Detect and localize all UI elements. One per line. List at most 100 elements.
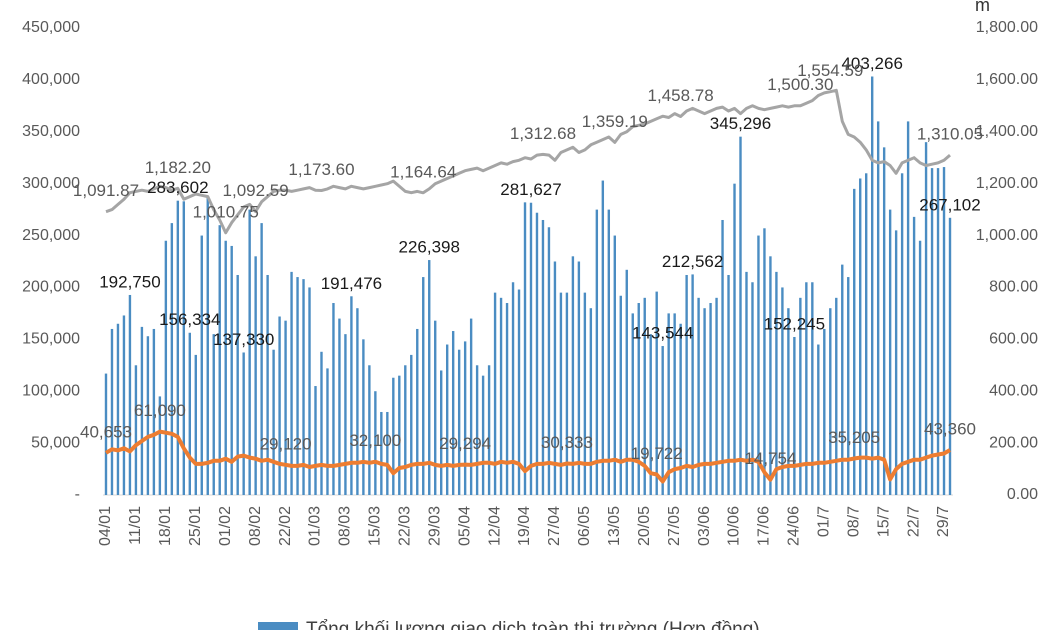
y2-axis-title: m — [975, 0, 990, 15]
bar — [326, 368, 329, 495]
data-label: 29,294 — [439, 434, 491, 453]
bar — [463, 341, 467, 495]
bar — [547, 227, 551, 495]
bar — [763, 228, 766, 495]
bar — [176, 200, 180, 495]
bar — [829, 308, 832, 495]
bar — [847, 277, 850, 495]
bar — [625, 269, 628, 495]
bar — [422, 277, 425, 495]
bar — [721, 219, 724, 495]
x-tick-label: 01/03 — [307, 506, 324, 546]
bar — [529, 202, 533, 495]
data-label: 1,500.30 — [767, 75, 833, 94]
bar — [284, 320, 287, 495]
bar — [404, 365, 407, 495]
bar — [451, 331, 455, 495]
x-tick-label: 08/7 — [845, 506, 862, 537]
bar — [170, 223, 174, 495]
bar — [469, 318, 473, 495]
bar — [386, 411, 389, 495]
x-tick-label: 15/7 — [875, 506, 892, 537]
bar — [230, 245, 233, 495]
bar — [505, 303, 509, 495]
data-label: 137,330 — [213, 330, 274, 349]
x-tick-label: 29/03 — [426, 506, 443, 546]
bar — [703, 308, 706, 495]
bar — [805, 282, 808, 495]
bar — [475, 365, 479, 495]
data-label: 1,554.59 — [797, 61, 863, 80]
x-tick-label: 25/01 — [187, 506, 204, 546]
bar — [631, 313, 634, 495]
bar — [278, 316, 281, 495]
y-tick-label: 250,000 — [22, 227, 80, 244]
bar — [769, 256, 772, 495]
bar — [751, 282, 754, 495]
bar — [865, 173, 868, 496]
bar — [679, 323, 682, 495]
bar — [344, 334, 347, 495]
bar — [559, 292, 563, 495]
data-label: 19,722 — [631, 444, 683, 463]
bar — [799, 297, 802, 495]
x-tick-label: 19/04 — [516, 506, 533, 546]
data-label: 35,205 — [828, 428, 880, 447]
bar — [523, 202, 527, 495]
bar — [565, 292, 569, 495]
bar — [146, 336, 150, 495]
bar — [188, 332, 191, 495]
data-label: 1,312.68 — [510, 124, 576, 143]
bar — [314, 386, 317, 495]
bar — [841, 264, 844, 495]
x-tick-label: 29/7 — [935, 506, 952, 537]
data-label: 281,627 — [500, 180, 561, 199]
bar — [817, 344, 820, 495]
bar — [152, 328, 156, 495]
x-tick-label: 11/01 — [127, 506, 144, 545]
bar — [499, 297, 503, 495]
data-label: 403,266 — [841, 54, 902, 73]
data-label: 191,476 — [321, 274, 382, 293]
bar — [577, 261, 581, 495]
bar — [308, 287, 311, 495]
y2-tick-label: 1,000.00 — [976, 227, 1038, 244]
y-tick-label: 200,000 — [22, 279, 80, 296]
y2-tick-label: 800.00 — [989, 279, 1038, 296]
bar — [835, 297, 838, 495]
bar — [709, 303, 712, 495]
bar — [876, 121, 880, 496]
data-label: 1,091.87 — [73, 181, 139, 200]
bar — [481, 375, 485, 495]
bar — [811, 282, 814, 495]
y-tick-label: 400,000 — [22, 71, 80, 88]
bar — [110, 328, 114, 495]
x-tick-label: 08/02 — [247, 506, 264, 546]
y-tick-label: 50,000 — [31, 434, 80, 451]
bar — [236, 274, 239, 495]
bar — [853, 188, 856, 495]
bar — [296, 277, 299, 495]
bar — [200, 235, 203, 496]
bar — [248, 209, 251, 495]
bar — [380, 411, 383, 495]
bar — [134, 365, 138, 495]
data-label: 43,360 — [924, 419, 976, 438]
bar — [936, 168, 940, 495]
bar — [158, 396, 162, 495]
bar — [673, 313, 676, 495]
data-label: 1,092.59 — [223, 181, 289, 200]
data-label: 14,754 — [744, 449, 796, 468]
bar — [206, 196, 209, 495]
bar — [218, 225, 221, 495]
bar — [643, 297, 646, 495]
bar — [392, 377, 395, 495]
bar — [320, 351, 323, 495]
bar — [416, 328, 419, 495]
bar — [553, 261, 557, 495]
x-tick-label: 20/05 — [636, 506, 653, 546]
bar — [775, 271, 778, 495]
data-label: 345,296 — [710, 114, 771, 133]
bar — [332, 303, 335, 495]
data-label: 29,120 — [260, 434, 312, 453]
